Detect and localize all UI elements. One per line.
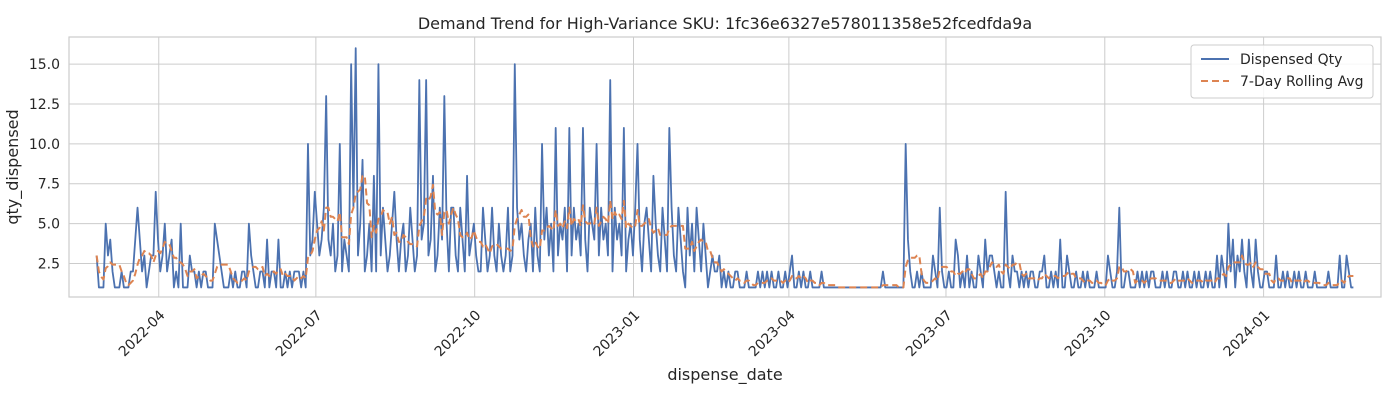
- series-line-rolling-avg: [95, 174, 1354, 289]
- x-tick-label: 2022-07: [273, 307, 326, 360]
- y-tick-label: 7.5: [38, 177, 60, 193]
- x-tick-label: 2023-01: [591, 307, 644, 360]
- y-tick-label: 12.5: [29, 97, 60, 113]
- x-tick-label: 2023-07: [903, 307, 956, 360]
- plot-frame: [68, 36, 1382, 298]
- x-tick-labels: 2022-04 2022-07 2022-10 2023-01 2023-04 2023-…: [116, 307, 1274, 360]
- series-line-dispensed-qty: [95, 47, 1354, 289]
- series-layer: [95, 47, 1354, 289]
- y-tick-labels: 2.5 5.0 7.5 10.0 12.5 15.0: [29, 57, 60, 272]
- legend-label-dispensed-qty: Dispensed Qty: [1240, 52, 1342, 68]
- x-tick-label: 2022-10: [432, 307, 485, 360]
- y-tick-label: 15.0: [29, 57, 60, 73]
- chart-title: Demand Trend for High-Variance SKU: 1fc3…: [418, 14, 1032, 33]
- x-tick-label: 2023-10: [1062, 307, 1115, 360]
- x-tick-label: 2023-04: [746, 307, 799, 360]
- y-tick-label: 10.0: [29, 137, 60, 153]
- grid-lines: [69, 37, 1381, 297]
- y-tick-label: 5.0: [38, 217, 60, 233]
- y-axis-title: qty_dispensed: [3, 109, 23, 224]
- legend: Dispensed Qty 7-Day Rolling Avg: [1190, 44, 1374, 99]
- y-tick-label: 2.5: [38, 257, 60, 273]
- x-axis-title: dispense_date: [667, 365, 782, 385]
- legend-label-rolling-avg: 7-Day Rolling Avg: [1240, 74, 1364, 90]
- x-tick-label: 2024-01: [1221, 307, 1274, 360]
- x-tick-label: 2022-04: [116, 307, 169, 360]
- legend-box: [1190, 44, 1374, 99]
